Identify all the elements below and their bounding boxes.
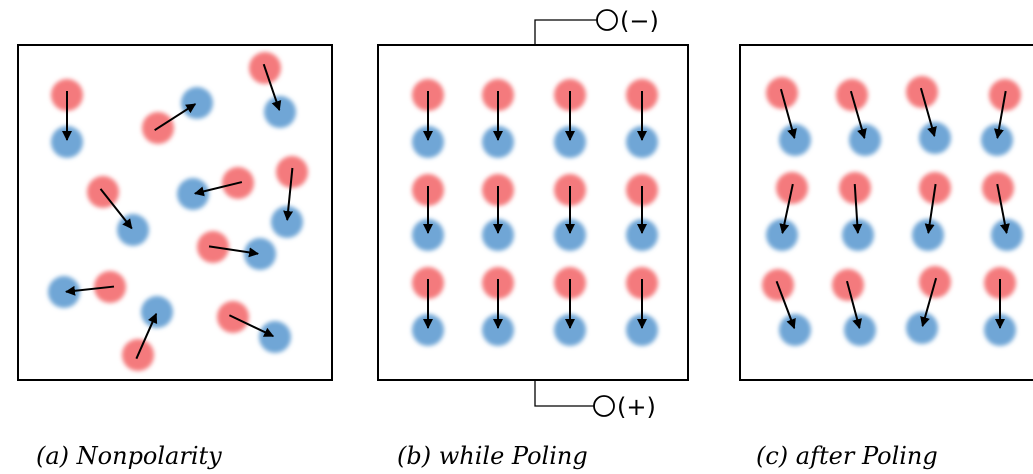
negative-charge (181, 87, 213, 119)
diagram: (−) (+) (a) Nonpolarity (b) while Poling… (0, 0, 1033, 474)
negative-charge (779, 124, 811, 156)
negative-charge (271, 206, 303, 238)
negative-charge (264, 96, 296, 128)
wire (535, 380, 594, 406)
negative-charge (766, 219, 798, 251)
caption: (b) while Poling (397, 442, 588, 470)
negative-charge (991, 219, 1023, 251)
negative-charge (906, 312, 938, 344)
wire (535, 20, 597, 45)
electrode-label: (+) (617, 393, 656, 421)
negative-charge (779, 314, 811, 346)
negative-charge (141, 296, 173, 328)
negative-charge (117, 214, 149, 246)
negative-charge (919, 122, 951, 154)
negative-charge (259, 321, 291, 353)
dipoles (48, 52, 1023, 371)
electrode (594, 396, 614, 416)
caption: (a) Nonpolarity (36, 442, 222, 470)
negative-charge (912, 219, 944, 251)
negative-charge (849, 124, 881, 156)
negative-charge (981, 124, 1013, 156)
electrode-label: (−) (620, 7, 659, 35)
negative-charge (844, 314, 876, 346)
negative-charge (48, 276, 80, 308)
caption: (c) after Poling (756, 442, 938, 470)
electrode (597, 10, 617, 30)
negative-charge (244, 238, 276, 270)
negative-charge (177, 178, 209, 210)
